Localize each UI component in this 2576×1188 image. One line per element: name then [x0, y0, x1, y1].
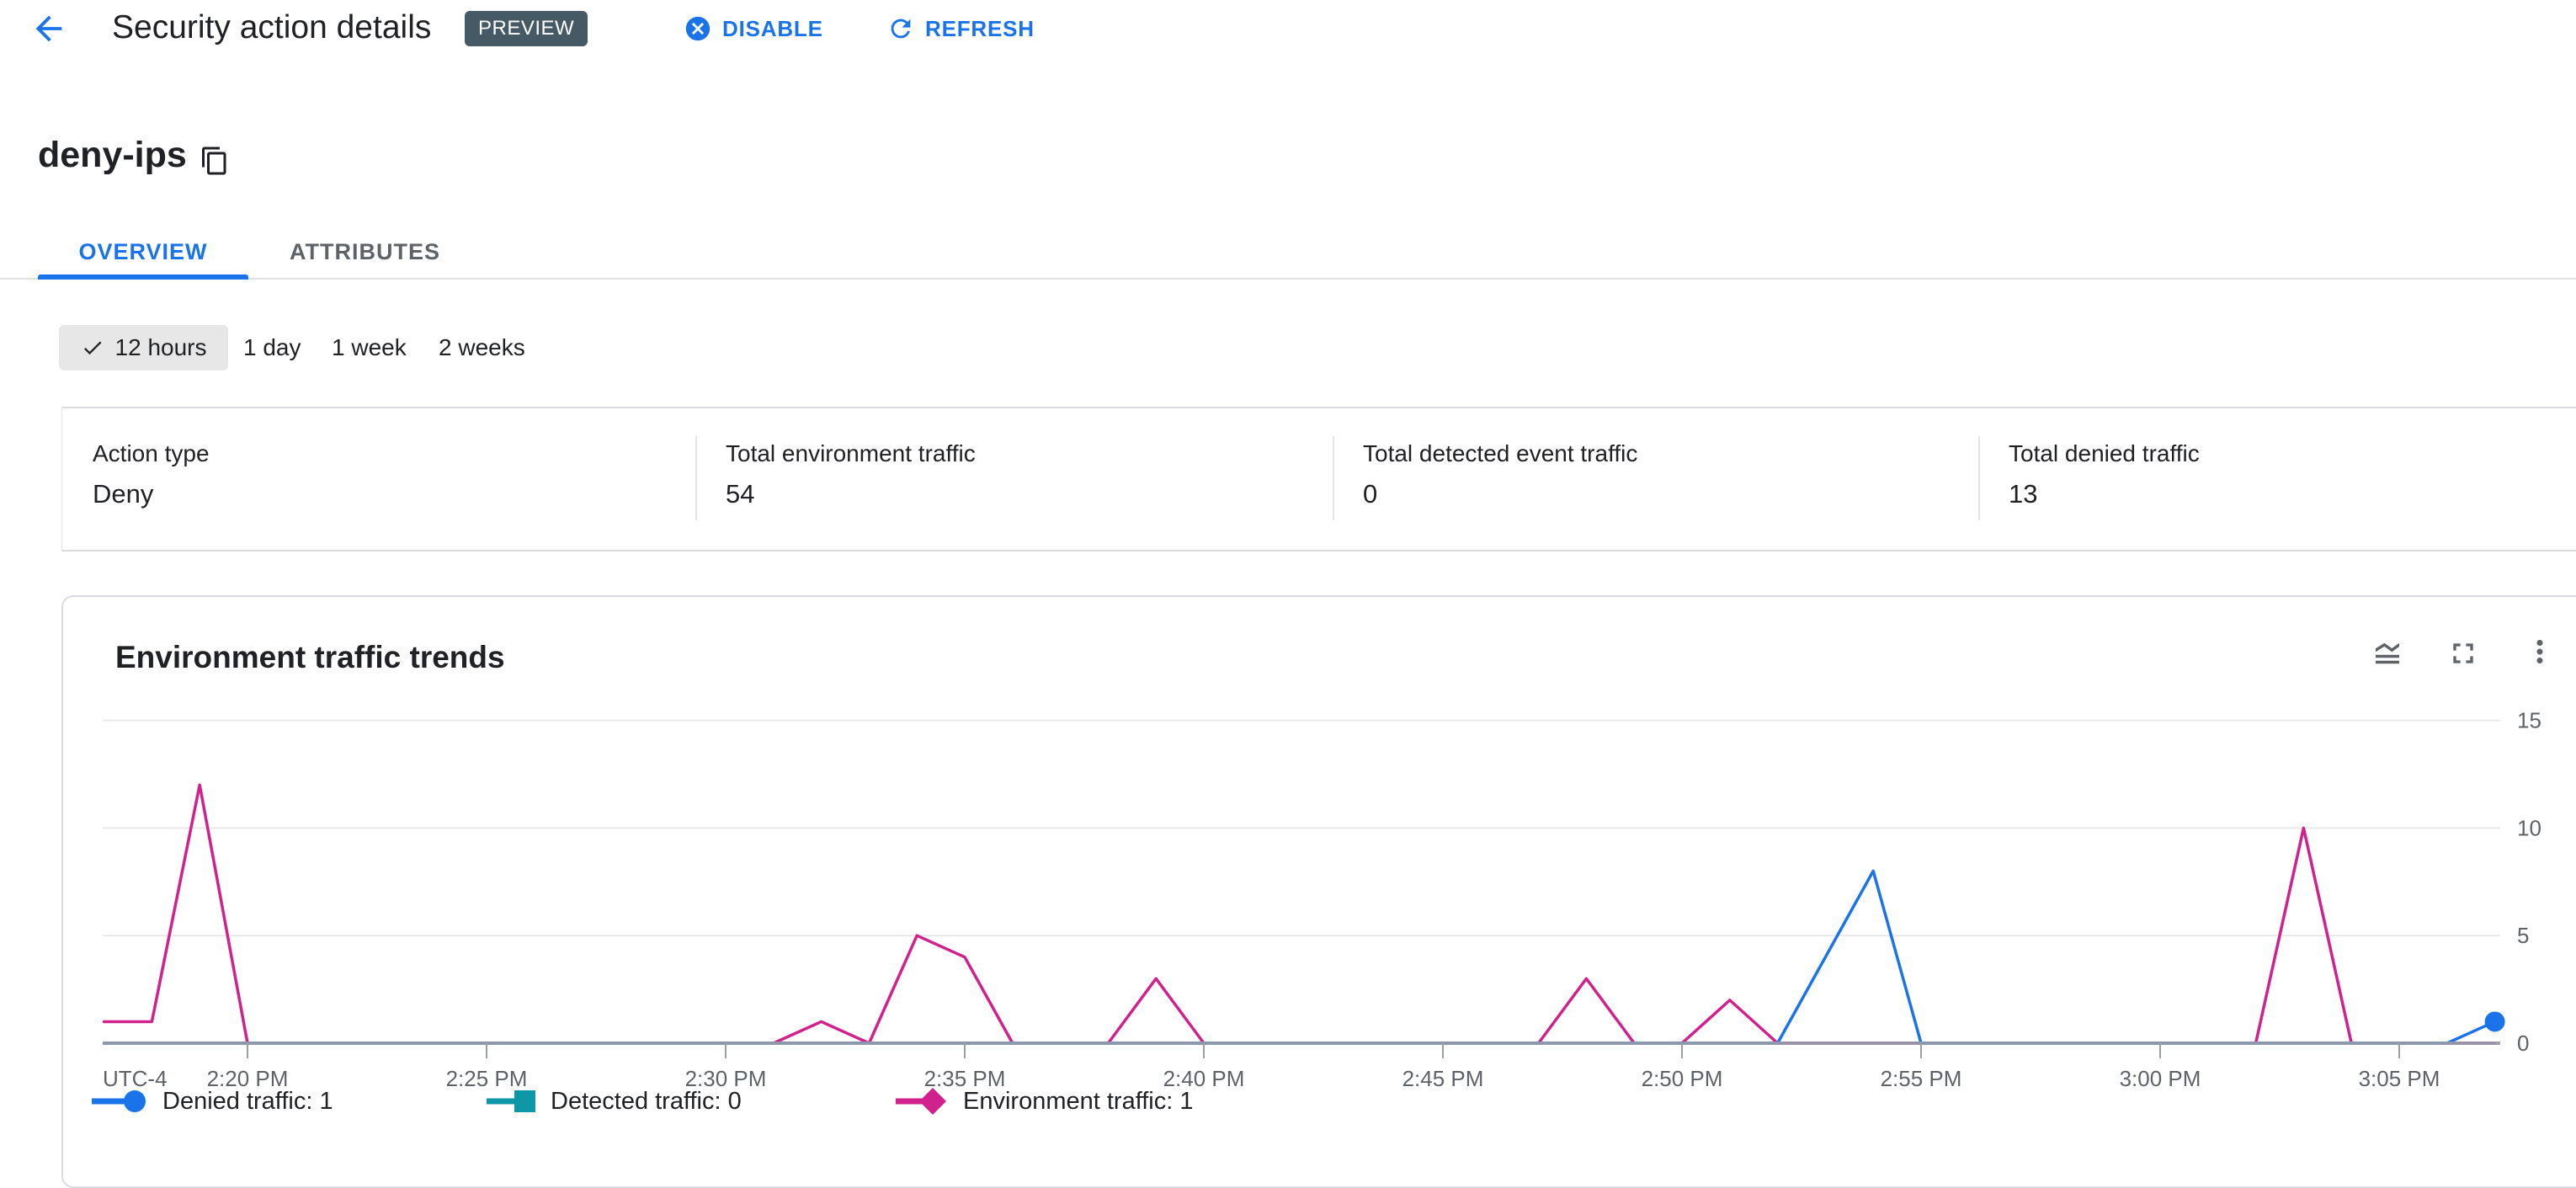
svg-text:5: 5 — [2517, 923, 2529, 948]
chart-title: Environment traffic trends — [115, 640, 505, 674]
legend-label: Environment traffic: 1 — [963, 1087, 1194, 1115]
svg-text:2:20 PM: 2:20 PM — [207, 1066, 289, 1091]
legend-toggle-icon — [2370, 636, 2405, 671]
stat-label: Total environment traffic — [726, 440, 976, 466]
svg-text:3:00 PM: 3:00 PM — [2120, 1066, 2201, 1091]
stat-action-type: Action type Deny — [62, 408, 695, 550]
svg-text:15: 15 — [2517, 708, 2541, 733]
stat-total-detected-event-traffic: Total detected event traffic 0 — [1333, 408, 1978, 550]
svg-text:10: 10 — [2517, 815, 2541, 840]
fullscreen-button[interactable] — [2445, 635, 2482, 672]
svg-text:0: 0 — [2517, 1031, 2529, 1056]
copy-icon — [200, 146, 230, 176]
legend-label: Detected traffic: 0 — [551, 1087, 742, 1115]
refresh-icon — [886, 14, 915, 43]
disable-button[interactable]: DISABLE — [684, 8, 823, 49]
svg-text:2:35 PM: 2:35 PM — [924, 1066, 1006, 1091]
time-filter-2-weeks[interactable]: 2 weeks — [439, 334, 525, 360]
time-filter-1-day[interactable]: 1 day — [243, 334, 301, 360]
tab-overview-label: OVERVIEW — [78, 238, 208, 264]
fullscreen-icon — [2446, 637, 2480, 670]
denied-series-marker-icon — [92, 1084, 147, 1118]
chart-settings-button[interactable] — [2369, 635, 2406, 672]
detected-series-marker-icon — [487, 1084, 535, 1118]
stat-divider — [1333, 436, 1334, 520]
time-filter-1-week[interactable]: 1 week — [332, 334, 407, 360]
chart-more-options-button[interactable] — [2521, 633, 2558, 670]
tab-attributes-label: ATTRIBUTES — [290, 238, 440, 264]
legend-label: Denied traffic: 1 — [162, 1087, 333, 1115]
svg-text:2:40 PM: 2:40 PM — [1163, 1066, 1245, 1091]
security-action-name: deny-ips — [38, 135, 187, 175]
copy-name-button[interactable] — [197, 143, 232, 178]
legend-item-denied-traffic: Denied traffic: 1 — [92, 1081, 333, 1121]
legend-item-detected-traffic: Detected traffic: 0 — [487, 1081, 742, 1121]
stat-label: Total denied traffic — [2009, 440, 2200, 466]
check-icon — [81, 336, 104, 360]
stat-label: Action type — [93, 440, 210, 466]
stat-total-environment-traffic: Total environment traffic 54 — [695, 408, 1333, 550]
traffic-trends-chart: 2:20 PM 2:25 PM 2:30 PM 2:35 PM 2:40 PM 2:45 … — [102, 708, 2541, 1091]
cancel-icon — [684, 14, 712, 43]
stat-value: 54 — [726, 479, 755, 509]
refresh-button[interactable]: REFRESH — [886, 8, 1035, 49]
back-arrow-icon — [29, 9, 68, 48]
time-filter-12-hours-label: 12 hours — [114, 334, 207, 360]
summary-stats-strip: Action type Deny Total environment traff… — [61, 407, 2576, 551]
refresh-button-label: REFRESH — [925, 15, 1035, 41]
page-title: Security action details — [112, 9, 432, 45]
svg-text:2:45 PM: 2:45 PM — [1402, 1066, 1484, 1091]
tab-attributes[interactable]: ATTRIBUTES — [248, 226, 482, 278]
more-vert-icon — [2522, 634, 2557, 669]
stat-value: 13 — [2009, 479, 2038, 509]
time-filter-12-hours[interactable]: 12 hours — [59, 325, 228, 370]
environment-series-marker-icon — [896, 1084, 948, 1118]
tab-overview[interactable]: OVERVIEW — [38, 226, 248, 280]
active-tab-indicator — [38, 274, 248, 280]
stat-divider — [1978, 436, 1980, 520]
preview-badge: PREVIEW — [465, 11, 588, 46]
stat-divider — [695, 436, 697, 520]
svg-text:2:50 PM: 2:50 PM — [1642, 1066, 1723, 1091]
stat-total-denied-traffic: Total denied traffic 13 — [1978, 408, 2576, 550]
svg-text:2:25 PM: 2:25 PM — [446, 1066, 528, 1091]
svg-text:UTC-4: UTC-4 — [103, 1066, 168, 1091]
stat-value: 0 — [1363, 479, 1378, 509]
stat-value: Deny — [93, 479, 154, 509]
back-button[interactable] — [25, 5, 72, 52]
legend-item-environment-traffic: Environment traffic: 1 — [896, 1081, 1193, 1121]
tab-bar: OVERVIEW ATTRIBUTES — [0, 226, 2576, 280]
disable-button-label: DISABLE — [722, 15, 823, 41]
svg-text:2:30 PM: 2:30 PM — [685, 1066, 767, 1091]
svg-text:2:55 PM: 2:55 PM — [1881, 1066, 1962, 1091]
stat-label: Total detected event traffic — [1363, 440, 1638, 466]
svg-text:3:05 PM: 3:05 PM — [2359, 1066, 2440, 1091]
